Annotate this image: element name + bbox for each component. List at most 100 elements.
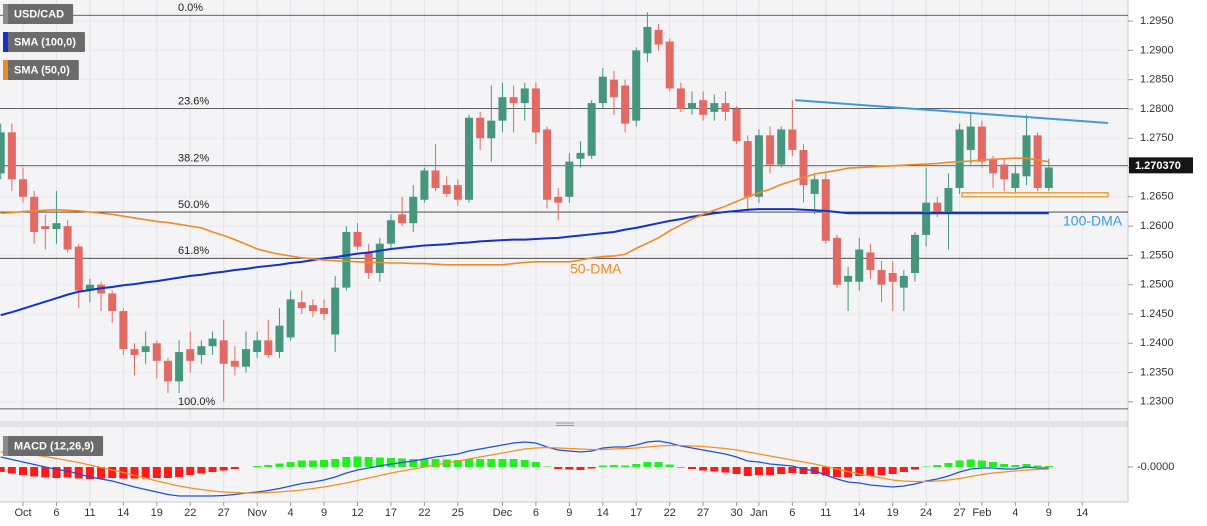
histogram-bar [1000, 464, 1009, 467]
histogram-bar [911, 467, 919, 470]
macd-panel [0, 427, 1128, 502]
histogram-bar [476, 459, 485, 467]
x-tick-label: 17 [630, 507, 642, 519]
candle-body [208, 338, 217, 347]
x-tick-label: 22 [418, 507, 430, 519]
histogram-bar [19, 467, 27, 475]
x-tick-label: 6 [53, 507, 59, 519]
candle-body [732, 108, 741, 142]
candle-body [766, 135, 775, 165]
legend-item: USD/CAD [3, 4, 74, 24]
candle-body [320, 308, 329, 314]
histogram-bar [543, 466, 552, 467]
histogram-bar [977, 460, 986, 467]
candle-body [74, 246, 83, 291]
candle-body [877, 270, 886, 285]
candle-body [844, 275, 853, 282]
histogram-bar [844, 467, 853, 478]
x-tick-label: 27 [697, 507, 709, 519]
candle-body [41, 226, 50, 230]
candle-body [1011, 173, 1020, 189]
x-tick-label: 17 [385, 507, 397, 519]
x-tick-label: Nov [247, 507, 267, 519]
moving-average-label: 100-DMA [1063, 213, 1123, 229]
candle-body [911, 234, 919, 273]
histogram-bar [732, 467, 741, 474]
histogram-bar [754, 467, 763, 475]
candle-body [810, 179, 819, 194]
histogram-bar [877, 467, 886, 475]
y-tick-label: 1.2400 [1140, 337, 1174, 349]
candle-body [7, 132, 16, 180]
candle-body [465, 117, 473, 200]
trend-line [794, 99, 1109, 125]
x-tick-label: 27 [218, 507, 230, 519]
y-tick-label: 1.2750 [1140, 132, 1174, 144]
candle-body [119, 311, 128, 350]
candle-body [476, 117, 485, 139]
candle-body [163, 360, 172, 382]
legend-swatch [3, 436, 8, 456]
candle-body [509, 97, 518, 104]
histogram-bar [7, 467, 16, 474]
y-tick-label: 1.2800 [1140, 103, 1174, 115]
x-tick-label: 30 [730, 507, 742, 519]
candle-body [688, 103, 696, 109]
candle-body [977, 126, 986, 162]
legend-label: USD/CAD [14, 8, 64, 20]
histogram-bar [966, 459, 975, 467]
histogram-bar [186, 467, 195, 475]
candle-body [197, 346, 206, 355]
candle-body [342, 231, 351, 288]
candle-body [866, 252, 875, 271]
candle-body [543, 129, 552, 200]
fibonacci-label: 38.2% [178, 153, 209, 165]
candle-body [63, 226, 72, 250]
candle-body [699, 100, 708, 115]
candle-body [297, 302, 306, 309]
candle-body [676, 88, 685, 109]
x-tick-label: 9 [566, 507, 572, 519]
histogram-bar [587, 467, 596, 469]
histogram-bar [431, 459, 440, 467]
histogram-bar [832, 467, 841, 477]
legend-item: MACD (12,26,9) [3, 436, 104, 456]
candle-body [576, 152, 585, 159]
candle-body [587, 103, 596, 156]
histogram-bar [788, 467, 797, 473]
candle-body [453, 185, 462, 200]
y-tick-label: 1.2850 [1140, 74, 1174, 86]
x-tick-label: 4 [288, 507, 294, 519]
x-tick-label: 6 [533, 507, 539, 519]
candle-body [966, 126, 975, 150]
histogram-bar [141, 467, 150, 479]
histogram-bar [453, 460, 462, 467]
candle-body [386, 220, 395, 244]
histogram-bar [520, 460, 529, 467]
histogram-bar [353, 456, 362, 467]
histogram-bar [855, 467, 864, 476]
y-tick-label: 1.2650 [1140, 191, 1174, 203]
histogram-bar [699, 467, 708, 471]
x-tick-label: 25 [452, 507, 464, 519]
histogram-bar [598, 465, 607, 467]
histogram-bar [108, 467, 117, 478]
x-tick-label: 14 [1076, 507, 1088, 519]
histogram-bar [364, 457, 373, 467]
candle-body [398, 214, 407, 224]
legend-swatch [3, 4, 8, 24]
histogram-bar [264, 465, 273, 467]
histogram-bar [721, 467, 730, 473]
histogram-bar [97, 467, 106, 479]
x-tick-label: Dec [493, 507, 513, 519]
x-tick-label: 9 [1046, 507, 1052, 519]
histogram-bar [219, 467, 228, 471]
moving-average-line [0, 157, 1049, 266]
histogram-bar [52, 467, 61, 478]
histogram-bar [465, 459, 473, 467]
histogram-bar [866, 467, 875, 476]
histogram-bar [409, 459, 418, 467]
histogram-bar [654, 462, 663, 467]
histogram-bar [175, 467, 184, 477]
